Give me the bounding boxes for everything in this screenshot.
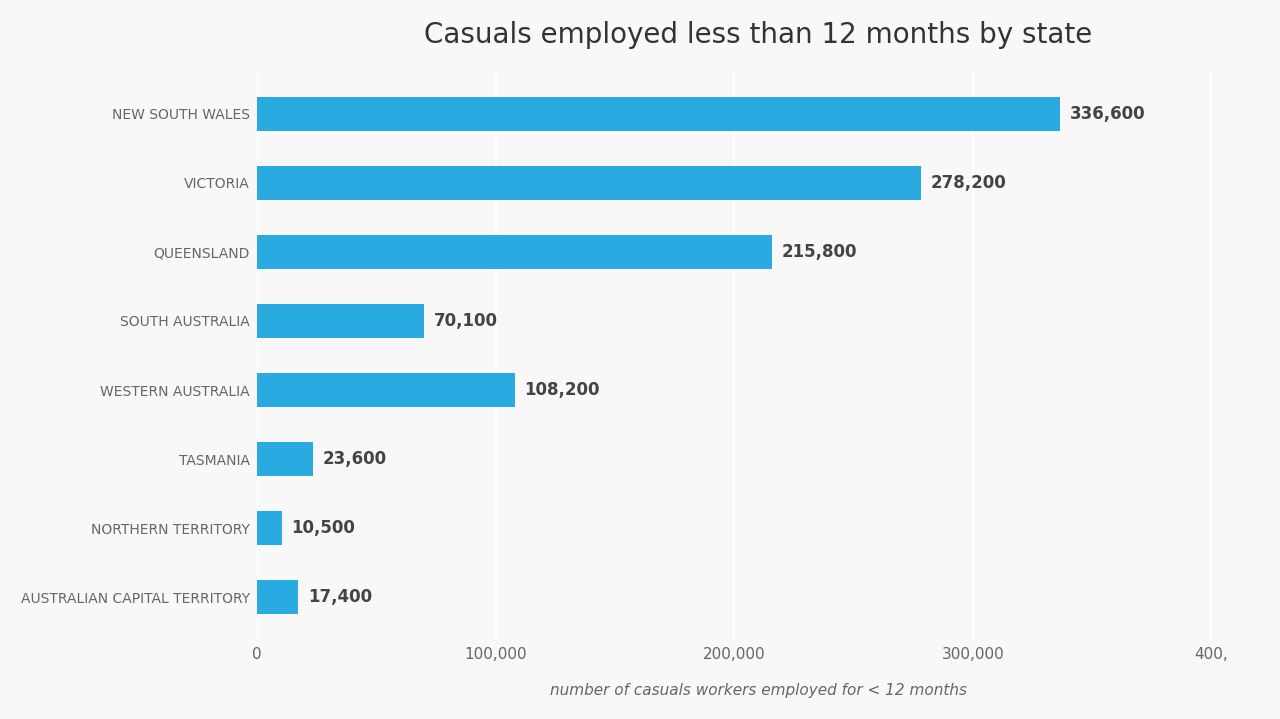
- Title: Casuals employed less than 12 months by state: Casuals employed less than 12 months by …: [424, 21, 1092, 49]
- Text: 23,600: 23,600: [323, 450, 387, 468]
- Bar: [257, 580, 298, 615]
- Text: 108,200: 108,200: [525, 381, 600, 399]
- Text: 278,200: 278,200: [931, 174, 1006, 192]
- X-axis label: number of casuals workers employed for < 12 months: number of casuals workers employed for <…: [549, 683, 966, 698]
- Bar: [257, 511, 282, 546]
- Text: 70,100: 70,100: [434, 312, 498, 330]
- Text: 336,600: 336,600: [1070, 105, 1146, 123]
- Bar: [257, 234, 772, 269]
- Bar: [257, 372, 515, 407]
- Bar: [257, 96, 1060, 131]
- Bar: [257, 442, 314, 477]
- Bar: [257, 303, 424, 338]
- Bar: [257, 165, 920, 200]
- Text: 10,500: 10,500: [292, 519, 356, 537]
- Text: 215,800: 215,800: [781, 243, 856, 261]
- Text: 17,400: 17,400: [308, 588, 372, 606]
